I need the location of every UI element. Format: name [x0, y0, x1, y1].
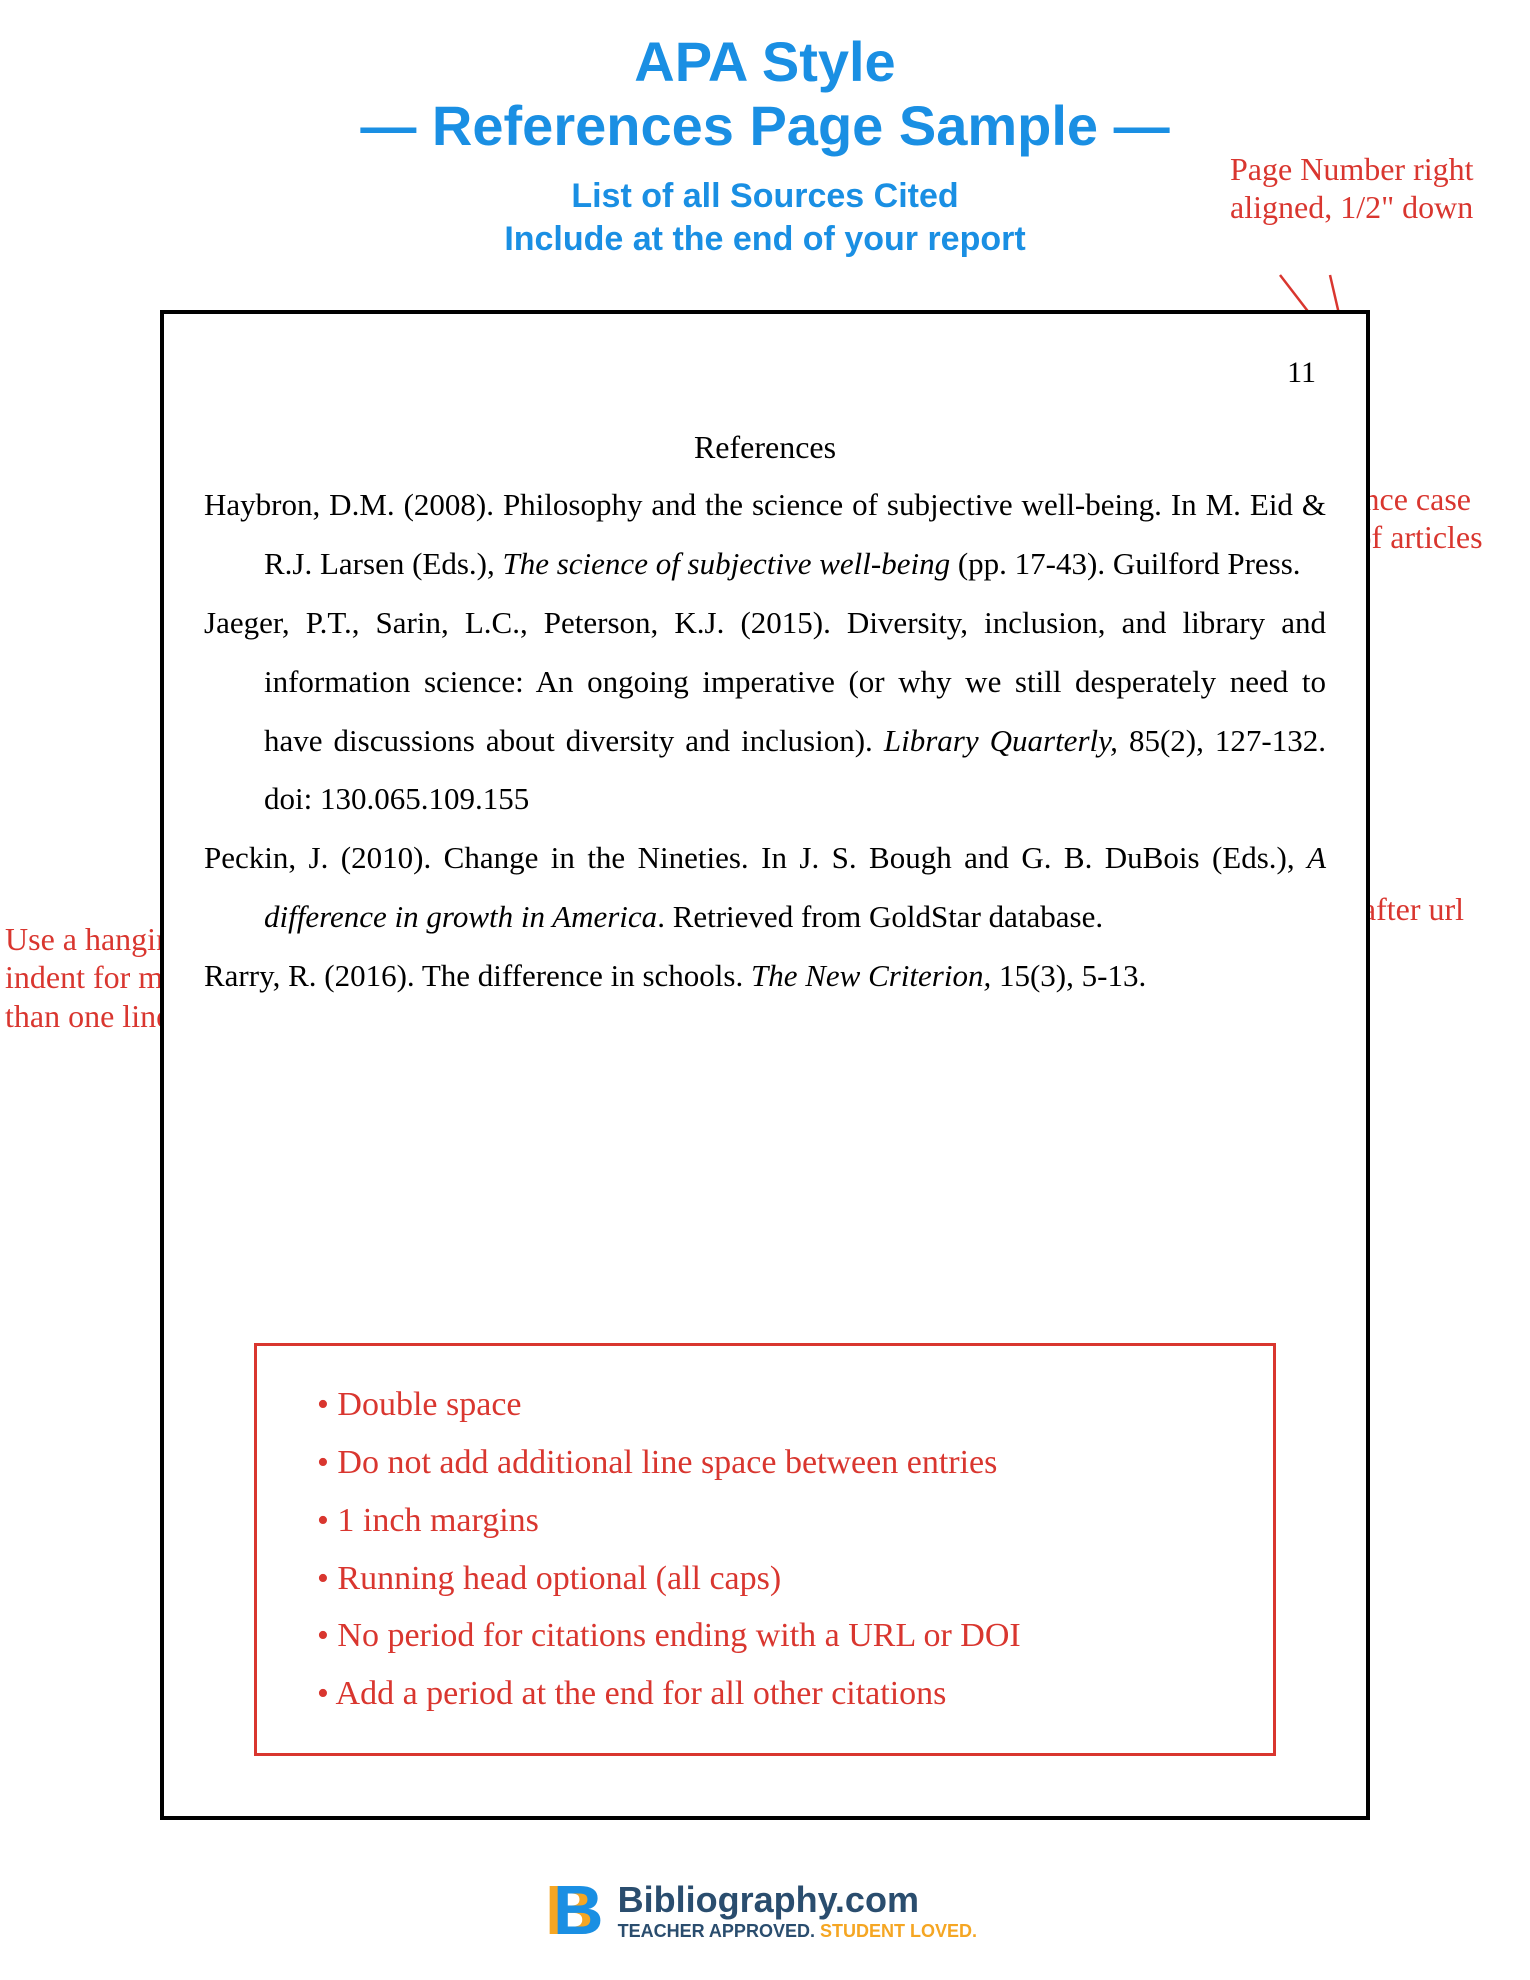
- tip-item: Add a period at the end for all other ci…: [317, 1665, 1233, 1723]
- logo-icon: B: [553, 1870, 604, 1950]
- references-page-frame: 11 References Haybron, D.M. (2008). Phil…: [160, 310, 1370, 1820]
- references-list: Haybron, D.M. (2008). Philosophy and the…: [204, 476, 1326, 1006]
- tip-item: Do not add additional line space between…: [317, 1434, 1233, 1492]
- tip-item: Double space: [317, 1376, 1233, 1434]
- tip-item: Running head optional (all caps): [317, 1550, 1233, 1608]
- reference-entry: Haybron, D.M. (2008). Philosophy and the…: [204, 476, 1326, 594]
- footer-brand: Bibliography.com: [618, 1879, 977, 1921]
- reference-entry: Rarry, R. (2016). The difference in scho…: [204, 947, 1326, 1006]
- tips-box: Double space Do not add additional line …: [254, 1343, 1276, 1756]
- reference-entry: Jaeger, P.T., Sarin, L.C., Peterson, K.J…: [204, 594, 1326, 830]
- footer: B Bibliography.com TEACHER APPROVED. STU…: [0, 1870, 1530, 1950]
- reference-entry: Peckin, J. (2010). Change in the Ninetie…: [204, 829, 1326, 947]
- footer-tagline: TEACHER APPROVED. STUDENT LOVED.: [618, 1921, 977, 1942]
- annotation-page-number: Page Number right aligned, 1/2" down: [1230, 150, 1510, 227]
- page-number: 11: [1287, 356, 1316, 390]
- tip-item: 1 inch margins: [317, 1492, 1233, 1550]
- references-title: References: [204, 429, 1326, 466]
- title-line-1: APA Style: [0, 30, 1530, 94]
- tip-item: No period for citations ending with a UR…: [317, 1607, 1233, 1665]
